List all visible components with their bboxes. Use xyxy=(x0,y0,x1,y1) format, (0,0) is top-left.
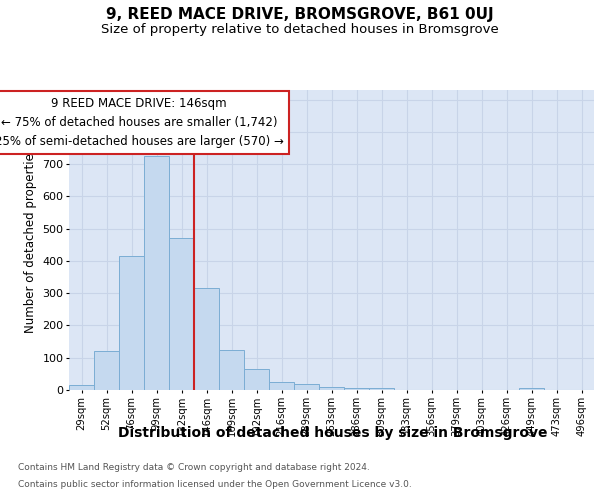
Bar xyxy=(194,288,219,390)
Text: Distribution of detached houses by size in Bromsgrove: Distribution of detached houses by size … xyxy=(118,426,548,440)
Bar xyxy=(369,388,394,390)
Text: 9 REED MACE DRIVE: 146sqm
← 75% of detached houses are smaller (1,742)
25% of se: 9 REED MACE DRIVE: 146sqm ← 75% of detac… xyxy=(0,97,283,148)
Bar xyxy=(169,238,194,390)
Bar xyxy=(94,352,119,390)
Bar xyxy=(219,350,244,390)
Text: Contains public sector information licensed under the Open Government Licence v3: Contains public sector information licen… xyxy=(18,480,412,489)
Bar xyxy=(294,384,319,390)
Bar xyxy=(244,369,269,390)
Y-axis label: Number of detached properties: Number of detached properties xyxy=(24,147,37,333)
Bar xyxy=(519,388,544,390)
Text: Contains HM Land Registry data © Crown copyright and database right 2024.: Contains HM Land Registry data © Crown c… xyxy=(18,464,370,472)
Bar xyxy=(269,382,294,390)
Text: Size of property relative to detached houses in Bromsgrove: Size of property relative to detached ho… xyxy=(101,22,499,36)
Text: 9, REED MACE DRIVE, BROMSGROVE, B61 0UJ: 9, REED MACE DRIVE, BROMSGROVE, B61 0UJ xyxy=(106,8,494,22)
Bar xyxy=(69,385,94,390)
Bar xyxy=(344,388,369,390)
Bar xyxy=(119,256,144,390)
Bar xyxy=(319,388,344,390)
Bar xyxy=(144,156,169,390)
